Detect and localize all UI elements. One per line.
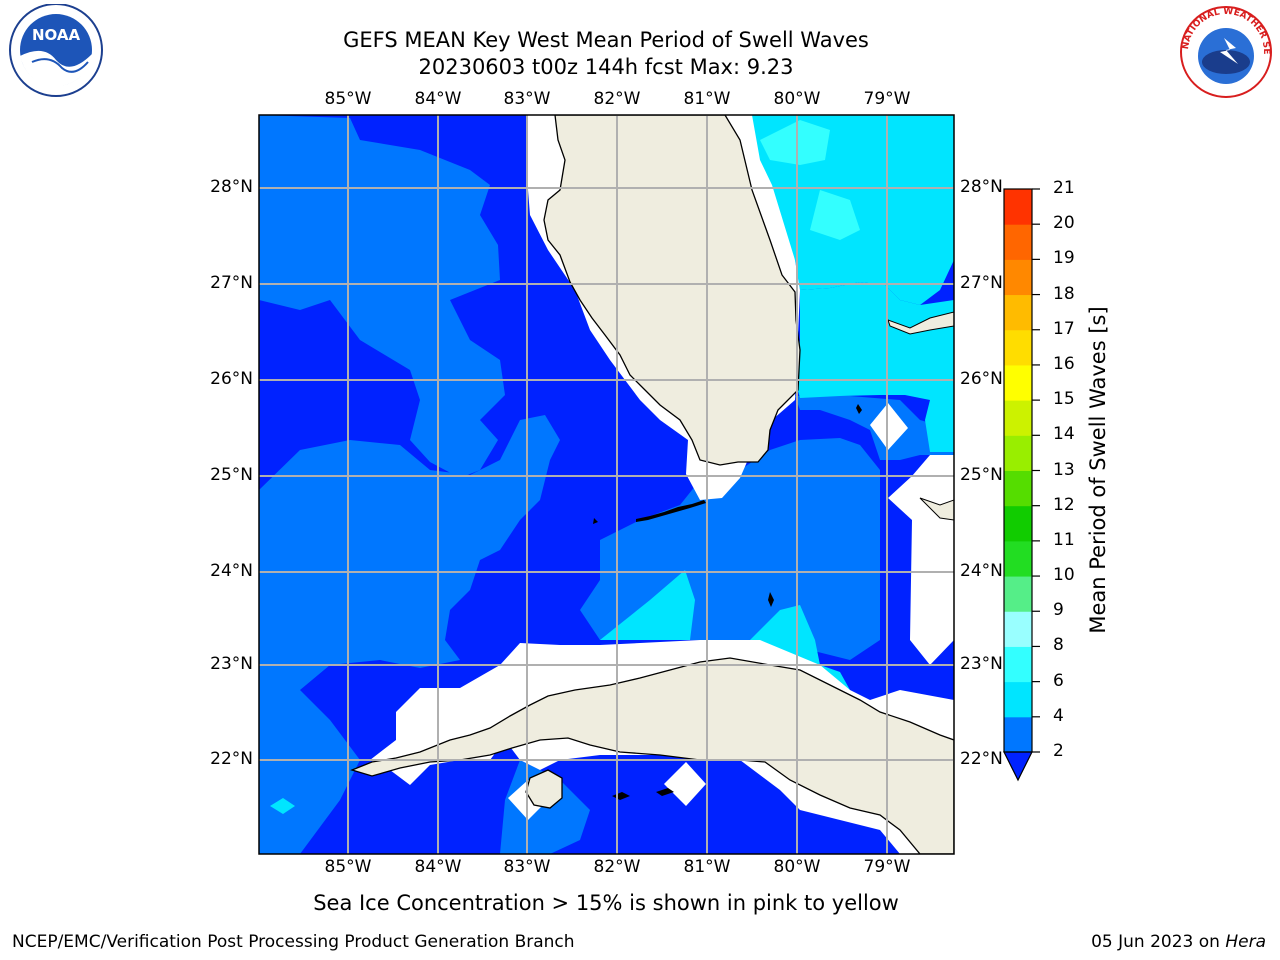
- lon-label-bottom: 85°W: [324, 857, 372, 877]
- lat-label-left: 23°N: [210, 654, 253, 674]
- colorbar-tick-label: 21: [1053, 178, 1075, 198]
- swell-cyan-region: [795, 282, 954, 400]
- chart-subtitle: 20230603 t00z 144h fcst Max: 9.23: [418, 55, 794, 79]
- date-text: 05 Jun 2023 on Hera: [1091, 932, 1266, 952]
- colorbar-band: [1004, 611, 1032, 647]
- lat-label-left: 25°N: [210, 465, 253, 485]
- lon-label-top: 85°W: [324, 89, 372, 109]
- lon-label-top: 82°W: [593, 89, 641, 109]
- lon-label-bottom: 84°W: [414, 857, 462, 877]
- colorbar-tick-label: 12: [1053, 494, 1075, 515]
- colorbar-band: [1004, 189, 1032, 225]
- colorbar-tick-label: 4: [1053, 705, 1064, 726]
- colorbar-underflow-triangle: [1003, 751, 1033, 782]
- lon-label-top: 83°W: [503, 89, 551, 109]
- colorbar-tick-label: 10: [1053, 565, 1075, 586]
- lat-label-left: 22°N: [210, 749, 253, 769]
- colorbar-band: [1004, 400, 1032, 436]
- colorbar-tick-label: 15: [1053, 389, 1075, 410]
- lon-label-top: 84°W: [414, 89, 462, 109]
- lat-label-right: 27°N: [960, 273, 1003, 293]
- colorbar-band: [1004, 576, 1032, 612]
- lat-label-right: 24°N: [960, 561, 1003, 581]
- colorbar-tick-label: 13: [1053, 459, 1075, 480]
- noaa-logo-text: NOAA: [32, 26, 81, 44]
- colorbar-band: [1004, 716, 1032, 753]
- florida-keys: [636, 500, 706, 522]
- cay: [856, 404, 862, 414]
- cay: [593, 518, 598, 524]
- swell-mid-blue-region: [259, 415, 560, 854]
- colorbar: [1003, 188, 1040, 782]
- host-name: Hera: [1225, 932, 1266, 952]
- cay: [656, 788, 674, 796]
- colorbar-tick-label: 19: [1053, 248, 1075, 269]
- colorbar-tick-label: 17: [1053, 318, 1075, 339]
- date-label: 05 Jun 2023 on: [1091, 932, 1226, 952]
- colorbar-band: [1004, 294, 1032, 331]
- colorbar-tick-label: 14: [1053, 424, 1075, 445]
- lat-label-left: 24°N: [210, 561, 253, 581]
- lat-label-right: 25°N: [960, 465, 1003, 485]
- lat-label-right: 26°N: [960, 369, 1003, 389]
- credit-text: NCEP/EMC/Verification Post Processing Pr…: [12, 932, 575, 952]
- colorbar-tick-label: 20: [1053, 213, 1075, 234]
- cay: [768, 592, 774, 607]
- lon-label-bottom: 81°W: [683, 857, 731, 877]
- lat-label-right: 23°N: [960, 654, 1003, 674]
- colorbar-band: [1004, 224, 1032, 260]
- lon-label-top: 81°W: [683, 89, 731, 109]
- colorbar-band: [1004, 470, 1032, 507]
- lat-label-right: 22°N: [960, 749, 1003, 769]
- lon-label-bottom: 79°W: [863, 857, 911, 877]
- colorbar-band: [1004, 435, 1032, 471]
- colorbar-band: [1004, 505, 1032, 542]
- bahamas-land: [919, 497, 954, 521]
- chart-title: GEFS MEAN Key West Mean Period of Swell …: [343, 28, 869, 52]
- colorbar-tick-label: 18: [1053, 283, 1075, 304]
- lon-label-bottom: 83°W: [503, 857, 551, 877]
- swell-light-cyan-region: [810, 190, 860, 240]
- noaa-logo: NOAA: [9, 4, 103, 97]
- swell-cyan-region: [270, 798, 295, 814]
- colorbar-tick-label: 16: [1053, 353, 1075, 374]
- bahamas-land: [887, 311, 954, 335]
- colorbar-title: Mean Period of Swell Waves [s]: [1086, 306, 1110, 634]
- florida-land: [543, 115, 801, 466]
- colorbar-tick-label: 6: [1053, 670, 1064, 691]
- colorbar-band: [1004, 540, 1032, 577]
- swell-cyan-region: [925, 390, 954, 452]
- lon-label-top: 79°W: [863, 89, 911, 109]
- lon-label-bottom: 82°W: [593, 857, 641, 877]
- colorbar-tick-label: 11: [1053, 529, 1075, 550]
- colorbar-band: [1004, 681, 1032, 718]
- lat-label-left: 27°N: [210, 273, 253, 293]
- lon-label-top: 80°W: [773, 89, 821, 109]
- swell-light-cyan-region: [760, 120, 830, 165]
- colorbar-tick-label: 8: [1053, 635, 1064, 656]
- nws-logo: NATIONAL WEATHER SERVICE: [1176, 4, 1272, 98]
- colorbar-band: [1004, 364, 1032, 401]
- lat-label-right: 28°N: [960, 177, 1003, 197]
- cuba-land: [350, 657, 954, 854]
- swell-mid-blue-region: [259, 115, 505, 478]
- lat-label-left: 26°N: [210, 369, 253, 389]
- colorbar-band: [1004, 259, 1032, 296]
- lat-label-left: 28°N: [210, 177, 253, 197]
- colorbar-band: [1004, 329, 1032, 366]
- colorbar-tick-label: 9: [1053, 600, 1064, 621]
- swell-cyan-region: [600, 570, 695, 640]
- colorbar-tick-label: 2: [1053, 741, 1064, 761]
- colorbar-band: [1004, 646, 1032, 683]
- no-data-region: [664, 762, 706, 806]
- lon-label-bottom: 80°W: [773, 857, 821, 877]
- no-data-region: [870, 403, 908, 450]
- sea-ice-footnote: Sea Ice Concentration > 15% is shown in …: [313, 891, 899, 915]
